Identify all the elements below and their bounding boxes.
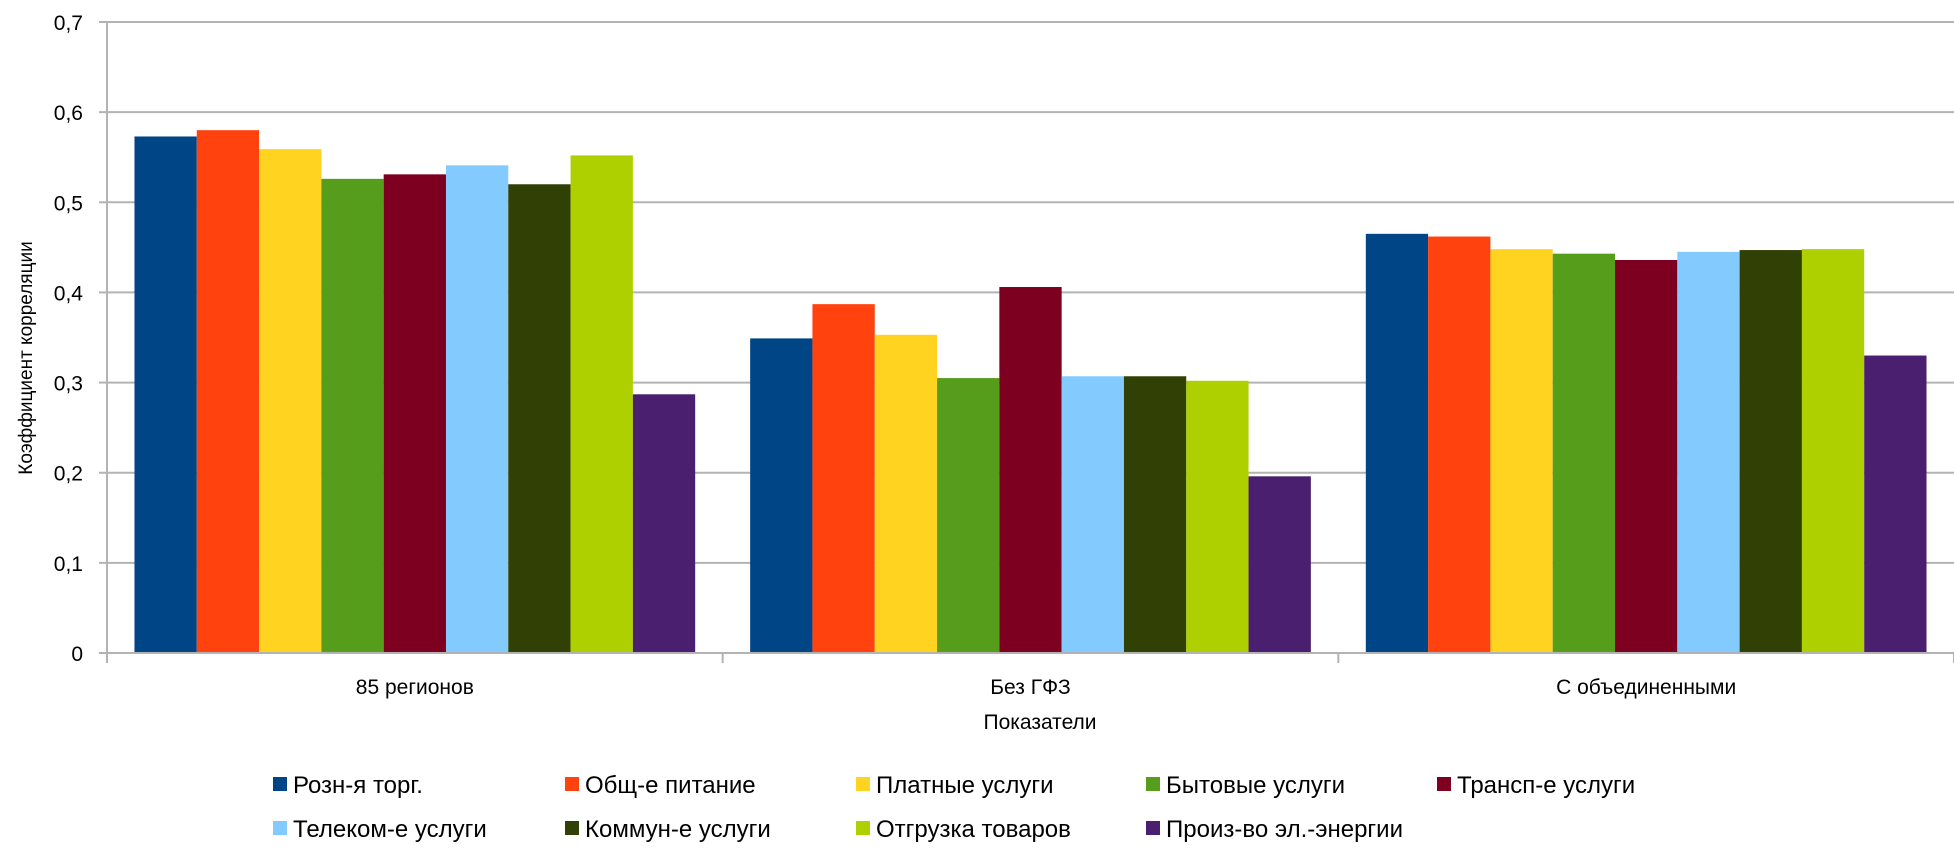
bar: [937, 378, 1000, 653]
bar: [999, 287, 1062, 653]
bar: [1061, 376, 1124, 653]
legend-label: Трансп-е услуги: [1457, 772, 1635, 799]
bar: [1248, 476, 1311, 653]
y-tick-label: 0,4: [54, 282, 84, 305]
legend-swatch: [1146, 777, 1160, 791]
bar: [1552, 253, 1616, 653]
bar: [1677, 251, 1740, 653]
legend-swatch: [565, 777, 579, 791]
x-tick-labels: 85 регионов Без ГФЗ С объединенными: [356, 676, 1736, 699]
y-tick-label: 0,5: [54, 192, 83, 215]
legend-label: Коммун-е услуги: [585, 816, 771, 843]
bar: [812, 304, 875, 653]
bar: [1739, 250, 1802, 653]
bar: [1615, 259, 1678, 653]
legend-label: Отгрузка товаров: [876, 816, 1071, 843]
y-tick-label: 0,3: [54, 373, 83, 396]
x-axis-title: Показатели: [983, 711, 1096, 734]
bar: [1801, 249, 1865, 653]
bar: [1186, 380, 1249, 653]
bar: [134, 136, 197, 653]
legend-swatch: [273, 777, 287, 791]
axes: [99, 21, 1954, 663]
legend-label: Произ-во эл.-энергии: [1166, 816, 1403, 843]
bars: [134, 130, 1927, 654]
y-tick-labels: 0 0,1 0,2 0,3 0,4 0,5 0,6 0,7: [54, 12, 84, 666]
y-tick-label: 0,6: [54, 102, 83, 125]
bar: [508, 184, 571, 653]
x-tick-label: 85 регионов: [356, 676, 474, 699]
bar: [874, 334, 938, 653]
legend-swatch: [856, 777, 870, 791]
bar: [632, 394, 696, 653]
legend-label: Бытовые услуги: [1166, 772, 1345, 799]
legend-label: Розн-я торг.: [293, 772, 423, 799]
x-tick-label: С объединенными: [1556, 676, 1736, 699]
bar: [750, 338, 813, 653]
y-tick-label: 0,2: [54, 463, 83, 486]
legend-label: Платные услуги: [876, 772, 1053, 799]
bar: [1428, 236, 1491, 654]
bar: [321, 178, 384, 653]
y-tick-label: 0,7: [54, 12, 83, 35]
legend-swatch: [565, 821, 579, 835]
bar: [1365, 233, 1429, 654]
bar: [196, 130, 260, 653]
legend-swatch: [1437, 777, 1451, 791]
bar: [1123, 376, 1187, 653]
bar: [1490, 249, 1553, 653]
bar: [383, 174, 446, 653]
bar: [259, 149, 322, 653]
legend-swatch: [1146, 821, 1160, 835]
x-tick-label: Без ГФЗ: [990, 676, 1070, 699]
legend-label: Телеком-е услуги: [293, 816, 487, 843]
legend-swatch: [273, 821, 287, 835]
y-axis-title: Коэффициент корреляции: [16, 241, 37, 474]
bar: [570, 155, 633, 653]
legend-label: Общ-е питание: [585, 772, 756, 799]
bar: [1864, 355, 1927, 653]
bar: [445, 165, 509, 653]
legend: Розн-я торг. Общ-е питание Платные услуги Б…: [273, 772, 1635, 843]
legend-swatch: [856, 821, 870, 835]
y-tick-label: 0,1: [54, 553, 83, 576]
y-tick-label: 0: [71, 643, 83, 666]
